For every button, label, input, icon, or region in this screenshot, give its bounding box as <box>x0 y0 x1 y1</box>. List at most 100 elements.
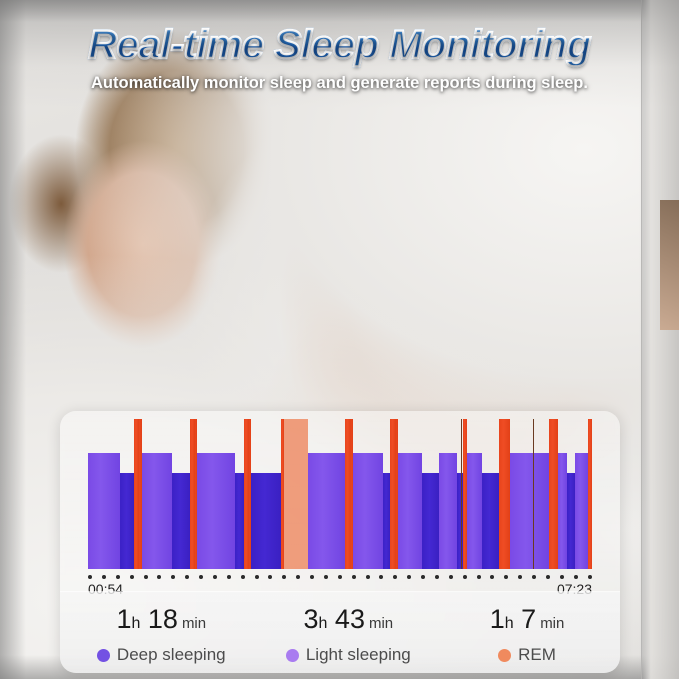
sleep-segment-deep <box>171 473 190 569</box>
sleep-chart-plot-area <box>88 419 592 569</box>
axis-tick-dot <box>296 575 301 579</box>
sleep-spike-rem <box>344 419 351 569</box>
card-lower-panel <box>60 592 620 673</box>
stat-deep-sleeping[interactable]: 1h 18 min Deep sleeping <box>74 599 249 665</box>
legend-dot-deep-icon <box>96 648 110 662</box>
stat-hour-unit-deep: h <box>131 615 141 632</box>
stat-value-deep: 1h 18 min <box>74 599 249 644</box>
sleep-segment-deep <box>234 473 244 569</box>
sleep-spike-rem <box>463 419 467 569</box>
sleep-report-card: 00:54 07:23 1h 18 min Deep sleeping 3h 43… <box>60 411 620 673</box>
photo-right-edge-band <box>641 0 679 679</box>
axis-tick-dot <box>393 575 398 579</box>
sleep-spike-rem <box>189 419 195 569</box>
sleep-spike-rem <box>390 419 397 569</box>
sleep-segment-light <box>398 453 423 569</box>
axis-tick-dot <box>115 575 120 579</box>
sleep-segment-light <box>466 453 482 569</box>
sleep-segment-light <box>352 453 383 569</box>
page-subtitle: Automatically monitor sleep and generate… <box>91 74 588 92</box>
legend-rem: REM <box>448 645 606 665</box>
sleep-segment-deep <box>382 473 391 569</box>
sleep-segment-light <box>509 453 550 569</box>
page-title: Real-time Sleep Monitoring <box>0 22 679 68</box>
stat-minutes-rem: 7 <box>521 604 537 634</box>
axis-tick-dot <box>365 575 370 579</box>
stat-minute-unit-rem: min <box>540 615 565 632</box>
sleep-spike-rem <box>499 419 510 569</box>
sleep-segment-deep <box>567 473 576 569</box>
card-divider <box>60 591 620 592</box>
stat-value-light: 3h 43 min <box>249 599 449 644</box>
legend-label-deep: Deep sleeping <box>116 645 226 664</box>
axis-tick-dot <box>143 575 148 579</box>
axis-tick-dot <box>545 575 550 579</box>
sleep-segment-deep <box>456 473 463 569</box>
axis-tick-dot <box>240 575 245 579</box>
stat-hours-rem: 1 <box>489 604 505 634</box>
axis-tick-dot <box>282 575 287 579</box>
axis-tick-dot <box>518 575 523 579</box>
axis-tick-dot <box>254 575 259 579</box>
legend-dot-light-icon <box>285 648 299 662</box>
axis-tick-dot <box>226 575 231 579</box>
stat-minutes-light: 43 <box>334 604 365 634</box>
sleep-spike-rem <box>587 419 592 569</box>
axis-tick-dot <box>101 575 106 579</box>
sleep-segment-light <box>575 453 588 569</box>
sleep-segment-light <box>88 453 120 569</box>
legend-label-light: Light sleeping <box>305 645 411 664</box>
sleep-segment-deep <box>481 473 500 569</box>
sleep-segment-deep <box>119 473 134 569</box>
legend-label-rem: REM <box>518 645 556 664</box>
axis-tick-dot <box>587 575 592 579</box>
sleep-segment-awake <box>284 419 308 569</box>
axis-tick-dot <box>504 575 509 579</box>
sleep-segment-deep <box>422 473 440 569</box>
axis-tick-dot <box>421 575 425 579</box>
axis-tick-dot <box>185 575 190 579</box>
sleep-segment-light <box>307 453 345 569</box>
sleep-segment-light <box>196 453 235 569</box>
sleep-spike-rem <box>243 419 249 569</box>
axis-tick-dot <box>323 575 328 579</box>
stat-light-sleeping[interactable]: 3h 43 min Light sleeping <box>249 599 449 665</box>
axis-tick-dot <box>559 575 564 579</box>
sleep-spike-rem <box>281 419 285 569</box>
stat-rem[interactable]: 1h 7 min REM <box>448 599 606 665</box>
axis-tick-dot <box>532 575 536 579</box>
stat-minutes-deep: 18 <box>147 604 178 634</box>
axis-tick-dot <box>212 575 217 579</box>
sleep-spike-rem <box>549 419 559 569</box>
stat-hours-light: 3 <box>303 604 319 634</box>
header: Real-time Sleep Monitoring Automatically… <box>0 0 679 108</box>
axis-tick-dot <box>129 575 134 579</box>
sleep-spike-rem <box>133 419 139 569</box>
axis-tick-dot <box>337 575 342 579</box>
sleep-segment-light <box>558 453 568 569</box>
sleep-segment-light <box>141 453 172 569</box>
stat-minute-unit-deep: min <box>181 615 207 632</box>
axis-tick-dot <box>573 575 578 579</box>
stat-hours-deep: 1 <box>116 604 132 634</box>
stat-value-rem: 1h 7 min <box>448 599 606 644</box>
axis-tick-dot <box>462 575 467 579</box>
chart-axis-dots <box>88 573 592 581</box>
stat-hour-unit-rem: h <box>504 615 514 632</box>
sleep-spike-hair <box>532 419 534 569</box>
axis-tick-dot <box>490 575 495 579</box>
axis-tick-dot <box>268 575 273 579</box>
stat-hour-unit-light: h <box>318 615 328 632</box>
axis-tick-dot <box>199 575 203 579</box>
axis-tick-dot <box>88 575 92 579</box>
stat-minute-unit-light: min <box>368 615 394 632</box>
axis-tick-dot <box>407 575 412 579</box>
legend-light: Light sleeping <box>249 645 449 665</box>
sleep-spike-hair <box>461 419 463 569</box>
legend-dot-rem-icon <box>498 648 512 662</box>
axis-tick-dot <box>434 575 439 579</box>
legend-deep: Deep sleeping <box>74 645 249 665</box>
axis-tick-dot <box>171 575 176 579</box>
axis-tick-dot <box>379 575 384 579</box>
